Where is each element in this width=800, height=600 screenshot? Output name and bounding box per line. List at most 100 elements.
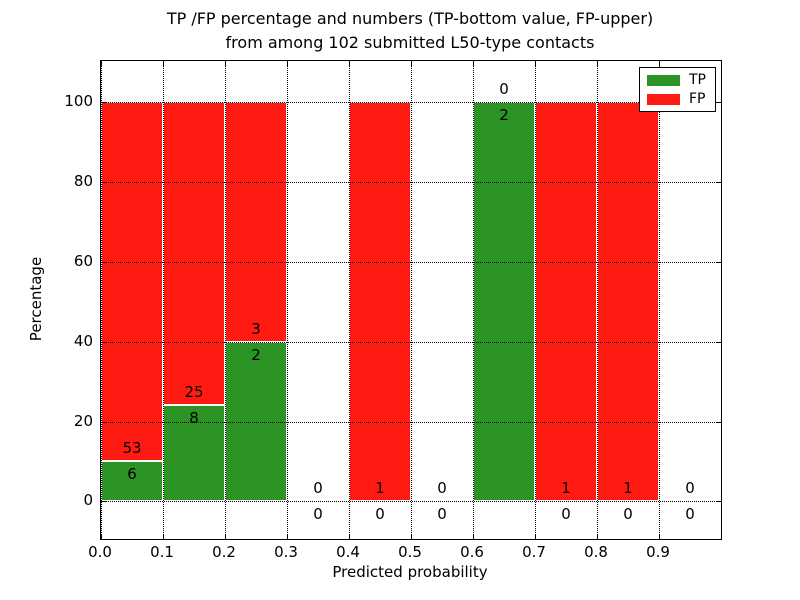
tp-count-label: 2 bbox=[499, 105, 509, 124]
horizontal-gridline bbox=[101, 421, 721, 423]
x-tick-mark-top bbox=[225, 61, 226, 66]
horizontal-gridline bbox=[101, 181, 721, 183]
chart-title-line1: TP /FP percentage and numbers (TP-bottom… bbox=[166, 9, 654, 28]
y-tick-label: 0 bbox=[83, 491, 93, 510]
y-tick-mark-right bbox=[716, 501, 721, 503]
x-tick-mark-top bbox=[597, 61, 598, 66]
fp-bar-segment bbox=[101, 101, 163, 461]
bar-labels-layer: 53 6 25 8 3 2 0 0 1 0 0 0 0 2 1 0 1 0 0 0 bbox=[101, 61, 721, 539]
x-tick-label: 0.3 bbox=[274, 543, 298, 561]
y-tick-label: 20 bbox=[73, 411, 93, 430]
x-tick-mark-bottom bbox=[163, 534, 164, 539]
x-tick-mark-top bbox=[659, 61, 660, 66]
x-tick-mark-bottom bbox=[535, 534, 536, 539]
y-tick-label: 80 bbox=[73, 171, 93, 190]
bars-layer bbox=[101, 61, 721, 539]
x-tick-mark-bottom bbox=[225, 534, 226, 539]
grid-layer bbox=[101, 61, 721, 539]
y-tick-mark-left bbox=[101, 101, 106, 103]
x-tick-label: 0.5 bbox=[398, 543, 422, 561]
x-tick-mark-bottom bbox=[473, 534, 474, 539]
vertical-gridline bbox=[473, 61, 474, 539]
tp-count-label: 0 bbox=[623, 505, 633, 524]
x-tick-mark-bottom bbox=[659, 534, 660, 539]
vertical-gridline bbox=[659, 61, 660, 539]
y-tick-mark-right bbox=[716, 341, 721, 343]
y-tick-mark-right bbox=[716, 101, 721, 103]
y-tick-mark-right bbox=[716, 261, 721, 263]
y-tick-mark-right bbox=[716, 181, 721, 183]
plot-area: 53 6 25 8 3 2 0 0 1 0 0 0 0 2 1 0 1 0 0 0 TP FP bbox=[100, 60, 722, 540]
fp-count-label: 53 bbox=[122, 438, 142, 457]
fp-count-label: 3 bbox=[251, 319, 261, 338]
tp-count-label: 0 bbox=[685, 505, 695, 524]
fp-bar-segment bbox=[597, 101, 659, 502]
tp-count-label: 0 bbox=[437, 505, 447, 524]
x-tick-label: 0.7 bbox=[522, 543, 546, 561]
fp-count-label: 1 bbox=[561, 479, 571, 498]
y-tick-mark-left bbox=[101, 341, 106, 343]
fp-bar-segment bbox=[163, 101, 225, 405]
x-tick-label: 0.2 bbox=[212, 543, 236, 561]
fp-count-label: 0 bbox=[437, 479, 447, 498]
y-tick-mark-right bbox=[716, 421, 721, 423]
y-tick-mark-left bbox=[101, 501, 106, 503]
y-tick-mark-left bbox=[101, 421, 106, 423]
horizontal-gridline bbox=[101, 501, 721, 503]
vertical-gridline bbox=[287, 61, 288, 539]
fp-bar-segment bbox=[225, 101, 287, 342]
y-tick-label: 100 bbox=[64, 91, 93, 110]
x-tick-mark-top bbox=[349, 61, 350, 66]
x-tick-label: 0.8 bbox=[584, 543, 608, 561]
fp-count-label: 0 bbox=[499, 79, 509, 98]
legend-label: FP bbox=[689, 91, 706, 107]
tp-count-label: 0 bbox=[375, 505, 385, 524]
tick-marks-layer bbox=[101, 61, 721, 539]
x-axis-label: Predicted probability bbox=[332, 563, 488, 581]
tp-bar-segment bbox=[473, 101, 535, 502]
x-tick-label: 0.1 bbox=[150, 543, 174, 561]
fp-count-label: 1 bbox=[375, 479, 385, 498]
vertical-gridline bbox=[535, 61, 536, 539]
y-tick-label: 40 bbox=[73, 331, 93, 350]
tp-bar-segment bbox=[101, 460, 163, 502]
x-tick-mark-bottom bbox=[411, 534, 412, 539]
y-tick-mark-left bbox=[101, 261, 106, 263]
x-tick-mark-bottom bbox=[349, 534, 350, 539]
x-tick-mark-top bbox=[411, 61, 412, 66]
vertical-gridline bbox=[225, 61, 226, 539]
fp-count-label: 25 bbox=[184, 382, 204, 401]
legend-swatch-fp bbox=[647, 93, 680, 105]
x-tick-mark-bottom bbox=[101, 534, 102, 539]
tp-count-label: 8 bbox=[189, 408, 199, 427]
vertical-gridline bbox=[101, 61, 102, 539]
legend-label: TP bbox=[689, 72, 706, 88]
x-tick-mark-bottom bbox=[287, 534, 288, 539]
fp-count-label: 1 bbox=[623, 479, 633, 498]
legend: TP FP bbox=[639, 67, 716, 112]
fp-bar-segment bbox=[349, 101, 411, 502]
x-tick-mark-top bbox=[535, 61, 536, 66]
legend-swatch-tp bbox=[647, 74, 680, 86]
chart-title: TP /FP percentage and numbers (TP-bottom… bbox=[100, 7, 720, 55]
x-tick-mark-top bbox=[473, 61, 474, 66]
y-tick-mark-left bbox=[101, 181, 106, 183]
vertical-gridline bbox=[163, 61, 164, 539]
tp-count-label: 0 bbox=[561, 505, 571, 524]
y-tick-label: 60 bbox=[73, 251, 93, 270]
horizontal-gridline bbox=[101, 261, 721, 263]
x-tick-label: 0.0 bbox=[88, 543, 112, 561]
x-tick-mark-top bbox=[163, 61, 164, 66]
horizontal-gridline bbox=[101, 341, 721, 343]
legend-entry: TP bbox=[647, 73, 706, 87]
vertical-gridline bbox=[597, 61, 598, 539]
vertical-gridline bbox=[411, 61, 412, 539]
x-tick-mark-top bbox=[287, 61, 288, 66]
x-tick-label: 0.9 bbox=[646, 543, 670, 561]
legend-entry: FP bbox=[647, 92, 706, 106]
x-tick-label: 0.4 bbox=[336, 543, 360, 561]
x-tick-label: 0.6 bbox=[460, 543, 484, 561]
fp-count-label: 0 bbox=[685, 479, 695, 498]
fp-count-label: 0 bbox=[313, 479, 323, 498]
